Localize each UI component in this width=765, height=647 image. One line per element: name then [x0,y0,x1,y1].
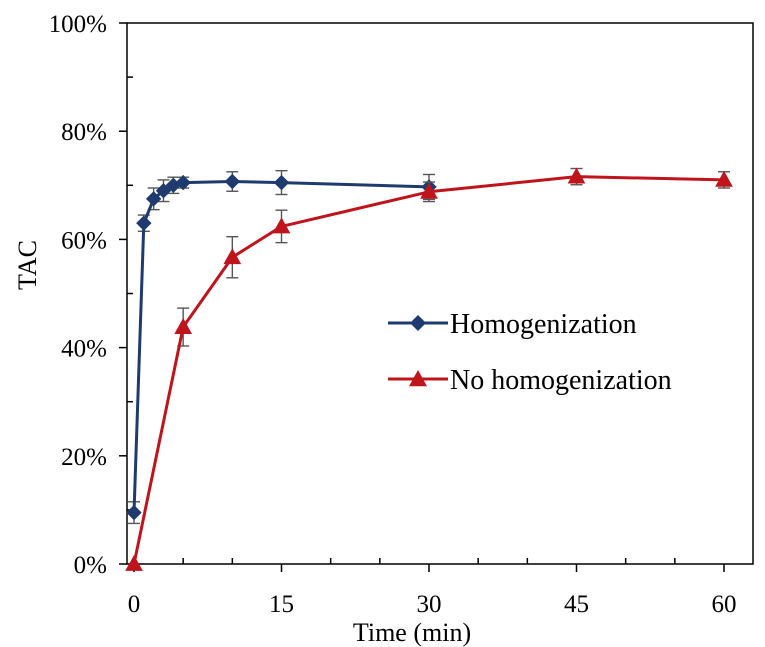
series-no-homogenization [125,167,733,571]
data-point [223,248,242,265]
x-tick-label: 60 [712,591,737,618]
axis-ticks [119,22,725,572]
data-point [175,174,191,191]
y-tick-label: 80% [61,119,107,146]
data-point [174,318,193,334]
y-tick-label: 20% [61,444,107,471]
legend: Homogenization No homogenization [388,309,672,396]
data-point [715,170,733,187]
legend-item-no-homogenization: No homogenization [388,365,672,396]
legend-label-homogenization: Homogenization [450,309,637,340]
legend-marker-no-homogenization [409,370,427,387]
data-point [125,554,143,571]
x-axis-title: Time (min) [353,618,471,647]
data-point [126,504,142,521]
plot-frame [126,22,754,565]
data-point [273,174,290,191]
x-tick-label: 45 [564,591,589,618]
legend-label-no-homogenization: No homogenization [450,365,672,396]
data-point [420,182,438,199]
y-axis-title: TAC [13,240,42,290]
y-tick-labels: 0% 20% 40% 60% 80% 100% [49,11,107,579]
x-tick-label: 15 [269,591,294,618]
data-point [136,215,152,231]
x-tick-labels: 0 15 30 45 60 [128,591,737,618]
data-point [224,173,241,190]
data-point [567,167,586,184]
x-tick-label: 30 [417,591,442,618]
data-point [272,217,291,234]
x-tick-label: 0 [128,591,141,618]
y-tick-label: 60% [61,227,107,254]
y-tick-label: 100% [49,11,107,38]
y-tick-label: 40% [61,336,107,363]
data-point [145,191,162,207]
data-point [155,183,172,199]
series-layer [125,167,733,571]
legend-marker-homogenization [410,315,426,331]
y-tick-label: 0% [74,552,107,579]
legend-item-homogenization: Homogenization [388,309,637,340]
